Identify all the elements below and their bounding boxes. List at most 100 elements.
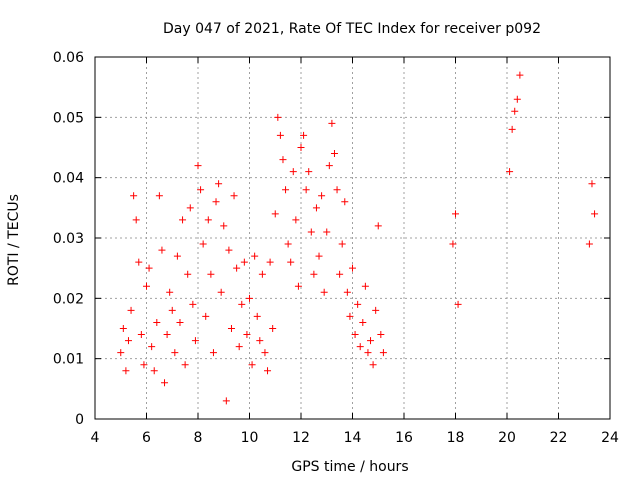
data-point — [454, 300, 462, 308]
data-point — [349, 264, 356, 272]
data-point — [351, 331, 359, 339]
data-point — [212, 198, 220, 206]
data-point — [300, 131, 308, 139]
data-point — [233, 264, 241, 272]
x-tick-label: 4 — [91, 430, 100, 446]
data-point — [137, 331, 145, 339]
data-point — [367, 337, 375, 345]
data-point — [127, 306, 135, 314]
data-point — [266, 258, 274, 266]
data-point — [248, 361, 256, 369]
data-point — [207, 270, 215, 278]
data-point — [318, 192, 326, 200]
data-point — [323, 228, 331, 236]
data-point — [145, 264, 153, 272]
data-point — [148, 343, 156, 351]
data-point — [189, 300, 197, 308]
data-point — [256, 337, 264, 345]
data-point — [191, 337, 199, 345]
chart-title: Day 047 of 2021, Rate Of TEC Index for r… — [163, 21, 541, 37]
y-tick-label: 0.04 — [53, 171, 84, 187]
data-point — [513, 95, 521, 103]
data-point — [238, 300, 246, 308]
x-tick-label: 12 — [292, 430, 310, 446]
x-tick-label: 10 — [241, 430, 259, 446]
data-point — [508, 125, 516, 133]
data-point — [356, 343, 364, 351]
data-point — [369, 361, 377, 369]
data-point — [243, 331, 251, 339]
data-point — [194, 162, 202, 170]
data-point — [173, 252, 181, 260]
data-point — [284, 240, 292, 248]
data-point — [449, 240, 457, 248]
data-point — [294, 282, 302, 290]
data-point — [166, 288, 174, 296]
data-point — [251, 252, 259, 260]
x-tick-label: 22 — [550, 430, 568, 446]
data-point — [179, 216, 187, 224]
data-point — [264, 367, 272, 375]
data-point — [168, 306, 176, 314]
data-points — [117, 71, 599, 405]
data-point — [271, 210, 279, 218]
data-point — [359, 318, 367, 326]
data-point — [117, 349, 125, 357]
data-point — [215, 180, 223, 188]
x-tick-label: 14 — [344, 430, 362, 446]
data-point — [140, 361, 148, 369]
x-tick-label: 18 — [447, 430, 465, 446]
data-point — [184, 270, 192, 278]
data-point — [377, 331, 385, 339]
data-point — [181, 361, 189, 369]
x-tick-label: 16 — [395, 430, 413, 446]
data-point — [354, 300, 362, 308]
data-point — [186, 204, 194, 212]
data-point — [135, 258, 143, 266]
x-tick-label: 24 — [601, 430, 619, 446]
data-point — [516, 71, 524, 79]
data-point — [217, 288, 225, 296]
data-point — [253, 312, 261, 320]
data-point — [235, 343, 243, 351]
x-tick-label: 20 — [498, 430, 516, 446]
data-point — [302, 186, 310, 194]
y-tick-label: 0 — [75, 412, 84, 428]
data-point — [320, 288, 328, 296]
data-point — [452, 210, 459, 218]
data-point — [171, 349, 179, 357]
data-point — [374, 222, 382, 230]
x-tick-label: 6 — [142, 430, 151, 446]
grid — [95, 57, 610, 419]
data-point — [161, 379, 169, 387]
data-point — [176, 318, 184, 326]
data-point — [240, 258, 248, 266]
data-point — [143, 282, 150, 290]
data-point — [312, 204, 320, 212]
data-point — [274, 113, 282, 121]
data-point — [227, 325, 235, 332]
data-point — [346, 312, 354, 320]
y-tick-label: 0.06 — [53, 50, 84, 66]
data-point — [119, 325, 127, 332]
data-point — [199, 240, 207, 248]
data-point — [220, 222, 228, 230]
axis-ticks: 4 6 8 10 12 14 16 18 20 22 24 0 0.01 0.02 0.03 0.04 0.05… — [53, 50, 619, 446]
data-point — [258, 270, 266, 278]
data-point — [269, 325, 277, 332]
data-point — [506, 168, 514, 176]
x-axis-label: GPS time / hours — [291, 459, 408, 475]
data-point — [132, 216, 140, 224]
data-point — [130, 192, 138, 200]
data-point — [202, 312, 210, 320]
data-point — [379, 349, 387, 357]
data-point — [315, 252, 323, 260]
data-point — [328, 119, 336, 127]
data-point — [343, 288, 351, 296]
y-tick-label: 0.02 — [53, 291, 84, 307]
data-point — [364, 349, 372, 357]
data-point — [325, 162, 333, 170]
data-point — [372, 306, 380, 314]
data-point — [163, 331, 171, 339]
